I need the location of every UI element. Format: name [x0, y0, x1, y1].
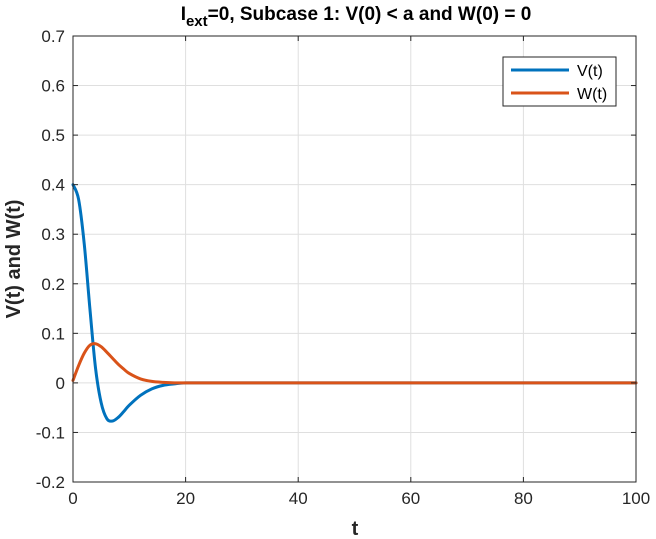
chart-title: Iext=0, Subcase 1: V(0) < a and W(0) = 0	[181, 4, 532, 30]
legend-box	[502, 56, 617, 107]
series-line-1	[71, 342, 638, 385]
y-tick-label-4: 0.2	[41, 275, 65, 294]
y-tick-label-1: -0.1	[36, 423, 65, 442]
x-tick-label-3: 60	[401, 489, 420, 508]
legend-label-w: W(t)	[577, 86, 607, 103]
y-tick-label-6: 0.4	[41, 176, 65, 195]
y-axis-label: V(t) and W(t)	[3, 200, 25, 319]
legend-label-v: V(t)	[577, 63, 603, 80]
x-tick-label-4: 80	[514, 489, 533, 508]
axes-frame	[72, 35, 637, 483]
series-group	[71, 183, 638, 423]
x-tick-label-5: 100	[622, 489, 650, 508]
y-tick-label-8: 0.6	[41, 77, 65, 96]
x-tick-label-1: 20	[176, 489, 195, 508]
tick-labels: 0 20 40 60 80 100 -0.2 -0.1 0 0.1 0.2 0.3 0.4 0.5 0.6 0…	[36, 27, 650, 508]
title-subscript: ext	[186, 13, 208, 30]
y-tick-label-2: 0	[56, 374, 65, 393]
x-tick-label-0: 0	[68, 489, 77, 508]
title-main: I	[181, 4, 186, 25]
y-tick-label-3: 0.1	[41, 324, 65, 343]
axes-box	[72, 35, 637, 483]
legend: V(t) W(t)	[502, 56, 617, 107]
y-tick-label-9: 0.7	[41, 27, 65, 46]
y-tick-label-7: 0.5	[41, 126, 65, 145]
x-axis-label: t	[352, 518, 359, 539]
title-rest: =0, Subcase 1: V(0) < a and W(0) = 0	[208, 4, 532, 25]
axes-background	[73, 36, 636, 482]
y-tick-label-5: 0.3	[41, 225, 65, 244]
y-tick-label-0: -0.2	[36, 473, 65, 492]
x-tick-label-2: 40	[289, 489, 308, 508]
